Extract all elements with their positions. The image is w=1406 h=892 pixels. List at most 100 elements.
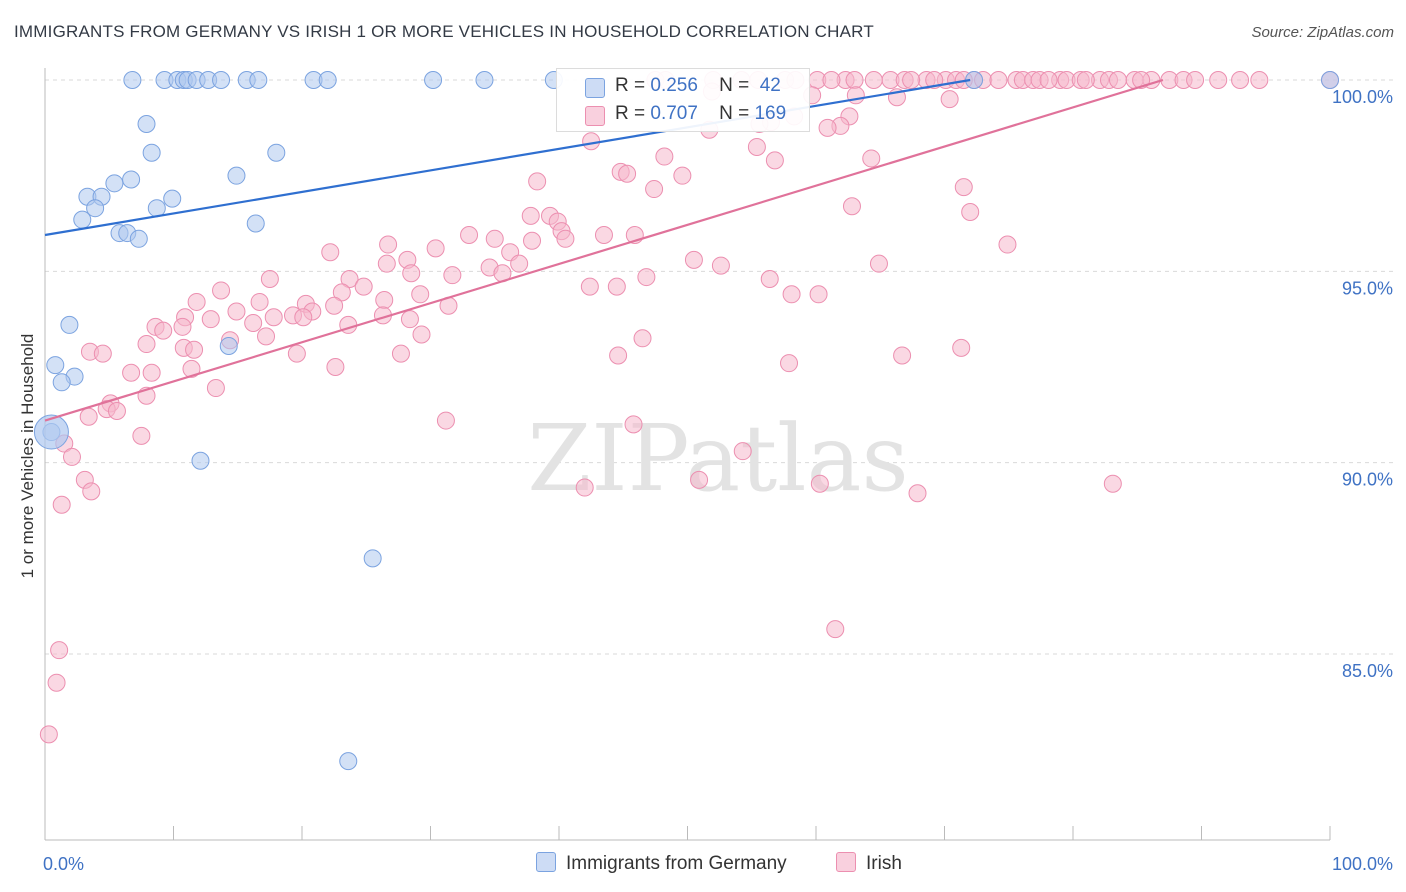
irish-point: [137, 335, 156, 354]
legend-n-label: N =: [719, 75, 750, 96]
irish-point: [523, 231, 542, 250]
irish-point: [52, 495, 71, 514]
irish-point: [845, 71, 864, 89]
irish-point: [952, 338, 971, 357]
irish-point: [1186, 71, 1205, 89]
irish-point: [618, 164, 637, 183]
irish-point: [321, 243, 340, 262]
irish-point: [869, 254, 888, 273]
germany-point: [246, 214, 265, 233]
irish-point: [1250, 71, 1269, 89]
germany-point: [249, 71, 268, 89]
germany-point: [46, 356, 65, 375]
germany-point: [1321, 71, 1339, 89]
irish-point: [62, 447, 81, 466]
irish-point: [1108, 71, 1127, 89]
legend-swatch-germany: [585, 78, 605, 98]
irish-point: [132, 426, 151, 445]
irish-point: [747, 137, 766, 156]
stats-legend: R = 0.256 N = 42 R = 0.707 N = 169: [556, 68, 810, 132]
irish-point: [39, 725, 58, 744]
irish-point: [187, 292, 206, 311]
legend-r-value: 0.707: [650, 103, 698, 124]
irish-point: [780, 354, 799, 373]
irish-point: [940, 90, 959, 109]
irish-point: [79, 407, 98, 426]
irish-point: [107, 402, 126, 421]
legend-r-value: 0.256: [650, 75, 698, 96]
irish-point: [893, 346, 912, 365]
irish-point: [733, 442, 752, 461]
germany-point: [267, 143, 286, 162]
irish-point: [556, 229, 575, 248]
legend-swatch-irish: [585, 106, 605, 126]
irish-point: [244, 313, 263, 332]
germany-point: [129, 229, 148, 248]
irish-point: [510, 254, 529, 273]
germany-point: [163, 189, 182, 208]
irish-point: [250, 292, 269, 311]
germany-point: [137, 115, 156, 134]
germany-point: [60, 315, 79, 334]
irish-point: [1039, 71, 1058, 89]
germany-point: [424, 71, 443, 89]
irish-point: [332, 283, 351, 302]
irish-point: [485, 229, 504, 248]
irish-point: [582, 132, 601, 151]
legend-label-irish: Irish: [866, 853, 902, 874]
irish-point: [822, 71, 841, 89]
irish-point: [212, 281, 231, 300]
irish-point: [460, 225, 479, 244]
irish-point: [580, 277, 599, 296]
germany-point-large: [33, 414, 69, 450]
irish-point: [954, 178, 973, 197]
legend-r-label: R =: [615, 103, 646, 124]
irish-point: [377, 254, 396, 273]
chart-title: IMMIGRANTS FROM GERMANY VS IRISH 1 OR MO…: [14, 22, 874, 41]
irish-point: [645, 180, 664, 199]
irish-point: [575, 478, 594, 497]
irish-point: [122, 363, 141, 382]
irish-point: [1209, 71, 1228, 89]
germany-point: [105, 174, 124, 193]
irish-point: [325, 296, 344, 315]
legend-swatch-irish: [836, 852, 856, 872]
irish-point: [711, 256, 730, 275]
germany-point: [475, 71, 494, 89]
watermark: ZIPatlas: [527, 405, 908, 512]
irish-point: [264, 308, 283, 327]
germany-point: [212, 71, 231, 89]
germany-point: [122, 170, 141, 189]
irish-point: [1231, 71, 1250, 89]
irish-point: [842, 197, 861, 216]
irish-point: [607, 277, 626, 296]
germany-point: [363, 549, 382, 568]
germany-trend-line: [44, 78, 971, 237]
irish-point: [400, 310, 419, 329]
irish-point: [185, 340, 204, 359]
irish-point: [902, 71, 921, 89]
germany-point: [86, 199, 105, 218]
irish-point: [326, 358, 345, 376]
irish-point: [633, 329, 652, 348]
irish-point: [961, 203, 980, 222]
irish-point: [82, 482, 101, 501]
irish-point: [47, 673, 66, 692]
germany-point: [123, 71, 142, 89]
germany-point: [227, 166, 246, 185]
irish-point: [287, 344, 306, 363]
irish-point: [673, 166, 692, 185]
irish-point: [908, 484, 927, 503]
irish-point: [201, 310, 220, 329]
irish-point: [594, 225, 613, 244]
irish-point: [182, 359, 201, 378]
irish-point: [655, 147, 674, 166]
germany-point: [318, 71, 337, 89]
legend-swatch-germany: [536, 852, 556, 872]
irish-point: [826, 620, 845, 639]
irish-point: [862, 149, 881, 168]
irish-point: [1076, 71, 1095, 89]
irish-point: [206, 379, 225, 398]
x-tick-label: 100.0%: [1332, 854, 1393, 874]
irish-point: [1103, 474, 1122, 493]
